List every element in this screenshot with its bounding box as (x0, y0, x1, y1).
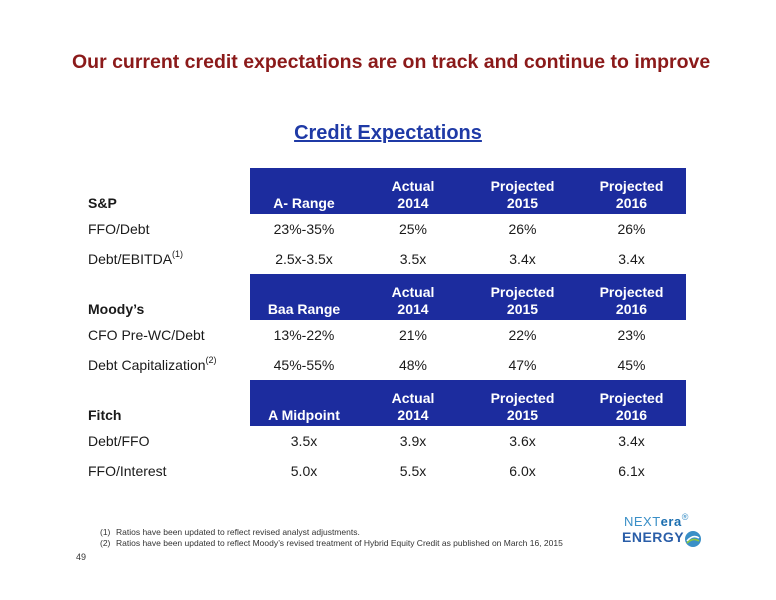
footnotes: (1) Ratios have been updated to reflect … (100, 527, 570, 549)
metric-label: CFO Pre-WC/Debt (88, 327, 205, 343)
value-2015: 3.4x (509, 251, 536, 267)
footnote-text: Ratios have been updated to reflect revi… (116, 527, 360, 537)
table-row: FFO/Debt 23%-35% 25% 26% 26% (80, 214, 686, 244)
metric-label: FFO/Debt (88, 221, 150, 237)
footnote-text: Ratios have been updated to reflect Mood… (116, 538, 563, 548)
section-header-moodys: Moody’s Baa Range Actual 2014 Projected 20… (80, 274, 686, 320)
column-header-2015: Projected 2015 (468, 380, 577, 426)
table-row: FFO/Interest 5.0x 5.5x 6.0x 6.1x (80, 456, 686, 486)
page-title: Our current credit expectations are on t… (72, 51, 711, 73)
value-2016: 6.1x (618, 463, 645, 479)
target-value: 2.5x-3.5x (275, 251, 333, 267)
metric-label: Debt Capitalization(2) (88, 355, 217, 373)
metric-label: Debt/EBITDA(1) (88, 249, 184, 267)
target-value: 13%-22% (273, 327, 335, 343)
section-header-sp: S&P A- Range Actual 2014 Projected 2015 Pr… (80, 168, 686, 214)
metric-label: Debt/FFO (88, 433, 150, 449)
value-2015: 22% (508, 327, 537, 343)
table-row: CFO Pre-WC/Debt 13%-22% 21% 22% 23% (80, 320, 686, 350)
value-2015: 3.6x (509, 433, 536, 449)
metric-label: FFO/Interest (88, 463, 167, 479)
value-2015: 6.0x (509, 463, 536, 479)
column-header-2014: Actual 2014 (358, 380, 468, 426)
target-range-header: A- Range (250, 168, 358, 214)
value-2014: 48% (398, 357, 428, 373)
value-2016: 26% (617, 221, 646, 237)
target-value: 3.5x (290, 433, 318, 449)
column-header-2016: Projected 2016 (577, 274, 686, 320)
table-row: Debt Capitalization(2) 45%-55% 48% 47% 4… (80, 350, 686, 380)
footnote-ref: (1) (172, 249, 184, 259)
value-2014: 3.9x (399, 433, 427, 449)
value-2014: 25% (398, 221, 428, 237)
page-number: 49 (76, 552, 87, 562)
footnote: (1) Ratios have been updated to reflect … (100, 527, 570, 538)
logo-swirl-icon (685, 531, 701, 547)
column-header-2015: Projected 2015 (468, 168, 577, 214)
table-row: Debt/EBITDA(1) 2.5x-3.5x 3.5x 3.4x 3.4x (80, 244, 686, 274)
value-2016: 3.4x (618, 433, 645, 449)
value-2016: 45% (617, 357, 646, 373)
value-2016: 3.4x (618, 251, 645, 267)
table-title: Credit Expectations (294, 122, 482, 144)
target-range-header: A Midpoint (250, 380, 358, 426)
agency-name: Moody’s (88, 301, 145, 317)
logo-wordmark-bottom: ENERGY (622, 529, 685, 545)
section-header-fitch: Fitch A Midpoint Actual 2014 Projected 201… (80, 380, 686, 426)
column-header-2015: Projected 2015 (468, 274, 577, 320)
value-2015: 26% (508, 221, 537, 237)
value-2014: 21% (398, 327, 428, 343)
credit-table: S&P A- Range Actual 2014 Projected 2015 Pr… (80, 168, 686, 486)
column-header-2014: Actual 2014 (358, 168, 468, 214)
footnote-number: (2) (100, 538, 111, 548)
target-value: 45%-55% (273, 357, 335, 373)
value-2015: 47% (508, 357, 537, 373)
table-row: Debt/FFO 3.5x 3.9x 3.6x 3.4x (80, 426, 686, 456)
agency-name: S&P (88, 195, 117, 211)
target-range-header: Baa Range (250, 274, 358, 320)
footnote-ref: (2) (205, 355, 217, 365)
value-2016: 23% (617, 327, 646, 343)
column-header-2016: Projected 2016 (577, 168, 686, 214)
footnote-number: (1) (100, 527, 111, 537)
agency-name: Fitch (88, 407, 122, 423)
column-header-2014: Actual 2014 (358, 274, 468, 320)
logo-wordmark-top: NEXTera® (624, 512, 689, 529)
footnote: (2) Ratios have been updated to reflect … (100, 538, 570, 549)
target-value: 23%-35% (273, 221, 335, 237)
value-2014: 3.5x (399, 251, 427, 267)
nextera-energy-logo: NEXTera® ENERGY (606, 512, 716, 558)
value-2014: 5.5x (399, 463, 427, 479)
target-value: 5.0x (290, 463, 318, 479)
column-header-2016: Projected 2016 (577, 380, 686, 426)
